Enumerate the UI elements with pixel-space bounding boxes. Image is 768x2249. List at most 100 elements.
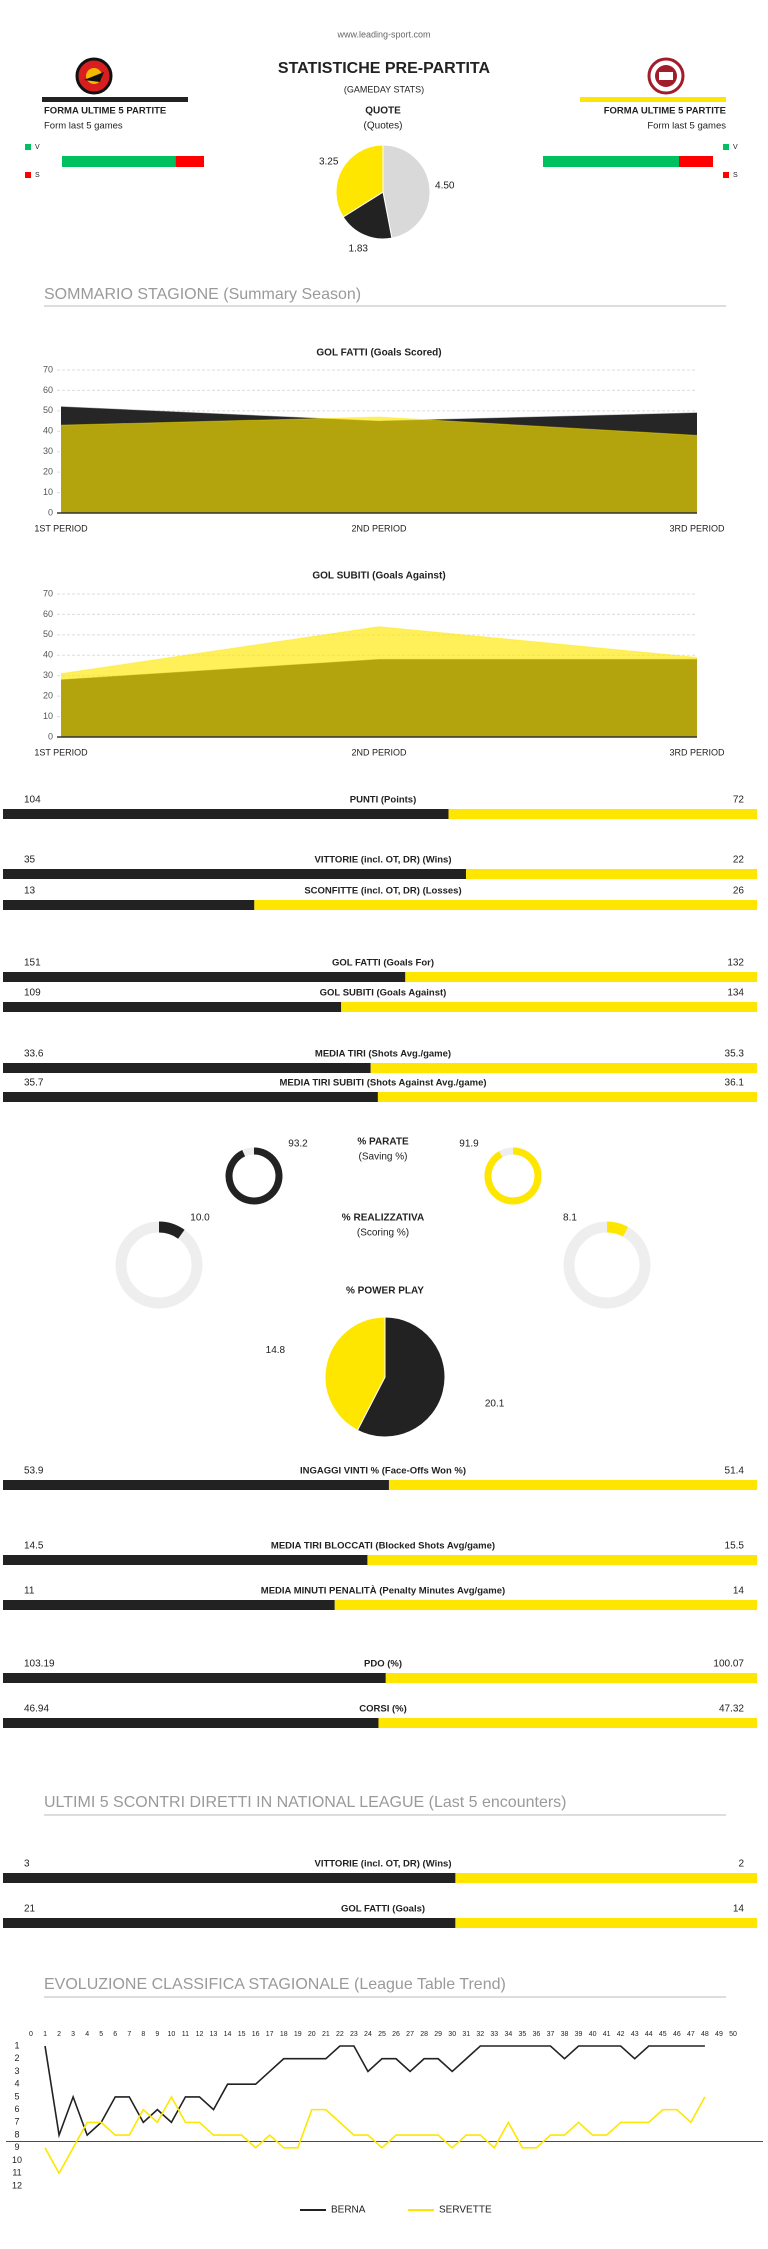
y-tick-label: 0 xyxy=(48,507,53,517)
x-tick-label: 3RD PERIOD xyxy=(669,747,725,757)
row-value-left: 109 xyxy=(24,988,41,999)
x-tick-label: 37 xyxy=(547,2031,555,2038)
y-tick-label: 10 xyxy=(43,711,53,721)
site: www.leading-sport.com xyxy=(336,29,430,39)
legend-swatch xyxy=(25,144,31,150)
row-value-left: 151 xyxy=(24,958,41,969)
y-tick-label: 12 xyxy=(12,2180,22,2190)
row-value-right: 72 xyxy=(733,795,745,806)
row-value-right: 132 xyxy=(727,958,744,969)
x-tick-label: 14 xyxy=(224,2031,232,2038)
y-tick-label: 30 xyxy=(43,446,53,456)
y-tick-label: 7 xyxy=(14,2117,19,2127)
donut-arc xyxy=(225,1147,283,1205)
y-tick-label: 40 xyxy=(43,650,53,660)
x-tick-label: 32 xyxy=(476,2031,484,2038)
x-tick-label: 1 xyxy=(43,2031,47,2038)
title: STATISTICHE PRE-PARTITA xyxy=(278,60,491,77)
bar-left xyxy=(3,1918,456,1928)
bar-right xyxy=(341,1002,757,1012)
row-value-right: 36.1 xyxy=(725,1078,745,1089)
row-value-right: 2 xyxy=(738,1859,744,1870)
y-tick-label: 50 xyxy=(43,629,53,639)
chart-title: GOL SUBITI (Goals Against) xyxy=(312,571,445,582)
row-value-right: 51.4 xyxy=(725,1466,745,1477)
donut-track xyxy=(563,1221,651,1309)
form-bar xyxy=(679,156,713,167)
legend-label: V xyxy=(35,144,40,151)
legend-label: S xyxy=(733,172,738,179)
x-tick-label: 13 xyxy=(210,2031,218,2038)
bar-right xyxy=(388,1480,757,1490)
bar-left xyxy=(3,1873,456,1883)
x-tick-label: 33 xyxy=(490,2031,498,2038)
bar-left xyxy=(3,900,255,910)
row-value-right: 14 xyxy=(733,1586,745,1597)
pie-label: 1.83 xyxy=(349,244,369,255)
series-line xyxy=(44,2095,706,2175)
chart-title: GOL FATTI (Goals Scored) xyxy=(316,348,441,359)
bar-left xyxy=(3,1555,368,1565)
pie-title: QUOTE xyxy=(365,106,401,117)
section-title: EVOLUZIONE CLASSIFICA STAGIONALE (League… xyxy=(44,1976,506,1993)
bar-left xyxy=(3,869,466,879)
row-label: SCONFITTE (incl. OT, DR) (Losses) xyxy=(304,886,461,897)
donut-label: 93.2 xyxy=(288,1139,308,1150)
y-tick-label: 20 xyxy=(43,467,53,477)
x-tick-label: 24 xyxy=(364,2031,372,2038)
form-bar xyxy=(543,156,679,167)
legend-label: BERNA xyxy=(331,2205,366,2216)
bar-left xyxy=(3,1092,378,1102)
area-line xyxy=(60,416,698,436)
pie-slice xyxy=(335,144,384,218)
bar-left xyxy=(3,1063,371,1073)
row-label: GOL FATTI (Goals For) xyxy=(332,958,434,969)
x-tick-label: 2 xyxy=(57,2031,61,2038)
bar-right xyxy=(378,1718,757,1728)
row-value-right: 14 xyxy=(733,1904,745,1915)
x-tick-label: 6 xyxy=(113,2031,117,2038)
x-tick-label: 41 xyxy=(603,2031,611,2038)
logo-left xyxy=(75,57,113,95)
y-tick-label: 3 xyxy=(14,2066,19,2076)
x-tick-label: 17 xyxy=(266,2031,274,2038)
x-tick-label: 50 xyxy=(729,2031,737,2038)
row-value-left: 3 xyxy=(24,1859,30,1870)
donut-arc xyxy=(606,1221,629,1237)
form-subtitle: Form last 5 games xyxy=(44,121,123,132)
bar-left xyxy=(3,1673,386,1683)
x-tick-label: 27 xyxy=(406,2031,414,2038)
x-tick-label: 3 xyxy=(71,2031,75,2038)
row-value-right: 47.32 xyxy=(719,1704,744,1715)
row-label: VITTORIE (incl. OT, DR) (Wins) xyxy=(315,1859,452,1870)
donut-track xyxy=(115,1221,203,1309)
row-value-left: 14.5 xyxy=(24,1541,44,1552)
subtitle: (GAMEDAY STATS) xyxy=(344,84,424,94)
team-bar-right xyxy=(580,97,726,102)
bar-right xyxy=(405,972,757,982)
bar-right xyxy=(455,1918,757,1928)
donut-subtitle: (Scoring %) xyxy=(357,1228,409,1239)
x-tick-label: 48 xyxy=(701,2031,709,2038)
row-label: MEDIA TIRI SUBITI (Shots Against Avg./ga… xyxy=(279,1078,486,1089)
row-label: CORSI (%) xyxy=(359,1704,407,1715)
row-value-left: 46.94 xyxy=(24,1704,49,1715)
bar-right xyxy=(465,869,757,879)
bar-left xyxy=(3,1002,342,1012)
section-title: SOMMARIO STAGIONE (Summary Season) xyxy=(44,286,361,303)
y-tick-label: 70 xyxy=(43,588,53,598)
row-value-left: 35.7 xyxy=(24,1078,44,1089)
x-tick-label: 30 xyxy=(448,2031,456,2038)
bar-right xyxy=(455,1873,757,1883)
row-label: VITTORIE (incl. OT, DR) (Wins) xyxy=(315,855,452,866)
row-value-right: 134 xyxy=(727,988,744,999)
row-label: INGAGGI VINTI % (Face-Offs Won %) xyxy=(300,1466,466,1477)
x-tick-label: 8 xyxy=(141,2031,145,2038)
form-bar xyxy=(175,156,204,167)
bar-right xyxy=(367,1555,757,1565)
row-value-right: 35.3 xyxy=(725,1049,745,1060)
y-tick-label: 40 xyxy=(43,426,53,436)
x-tick-label: 40 xyxy=(589,2031,597,2038)
row-value-left: 33.6 xyxy=(24,1049,44,1060)
row-value-left: 21 xyxy=(24,1904,36,1915)
